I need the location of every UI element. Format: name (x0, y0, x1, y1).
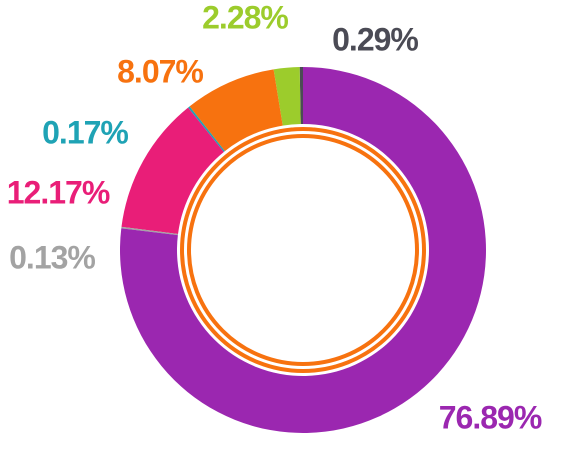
inner-ring (180, 127, 426, 373)
value-label: 2.28% (202, 0, 288, 35)
slice (273, 67, 301, 126)
slice (299, 67, 303, 125)
slice (121, 226, 179, 236)
slice (189, 69, 283, 152)
value-label: 76.89% (439, 399, 542, 435)
slice (188, 106, 225, 152)
value-label: 8.07% (117, 53, 203, 89)
value-label: 0.17% (42, 114, 128, 150)
value-label: 12.17% (7, 174, 110, 210)
slice (119, 67, 487, 433)
slice (121, 107, 224, 235)
inner-ring (187, 134, 419, 366)
value-label: 0.13% (9, 239, 95, 275)
value-label: 0.29% (332, 21, 418, 57)
